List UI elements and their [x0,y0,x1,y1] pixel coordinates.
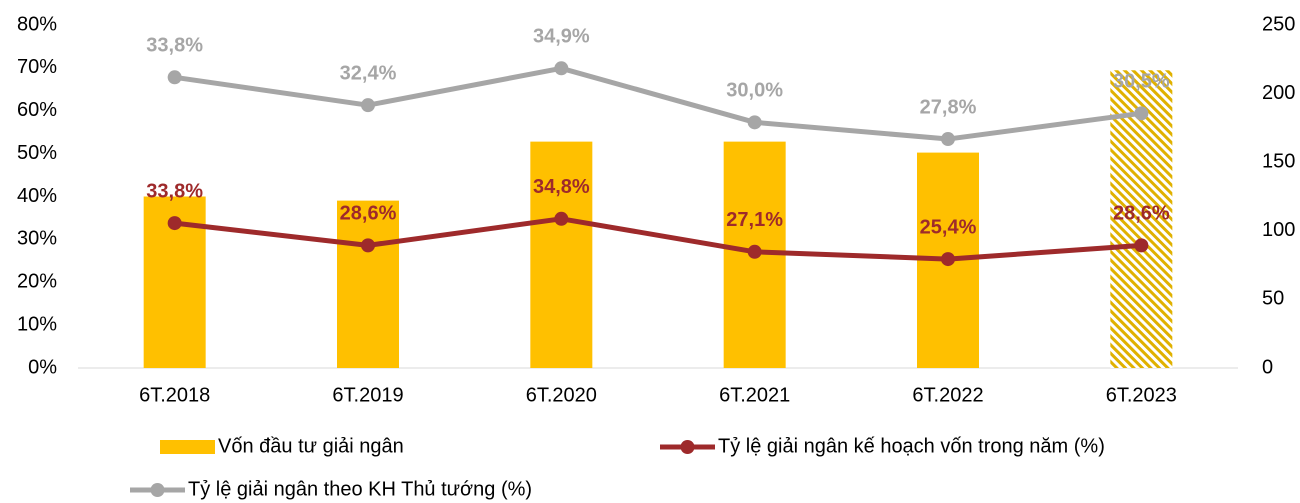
y-tick-label: 50% [17,142,57,164]
legend-label: Tỷ lệ giải ngân kế hoạch vốn trong năm (… [718,435,1105,457]
x-tick-label: 6T.2023 [1106,384,1177,406]
y-tick-label: 10% [17,313,57,335]
data-label: 28,6% [340,203,397,225]
bar [337,200,399,368]
x-tick-label: 6T.2019 [332,384,403,406]
y-tick-label: 60% [17,99,57,121]
y2-tick-label: 0 [1262,356,1273,378]
bar [530,141,593,368]
marker [167,70,182,85]
y2-tick-label: 200 [1262,82,1295,104]
y-tick-label: 30% [17,228,57,250]
y2-tick-label: 150 [1262,150,1295,172]
x-tick-label: 6T.2018 [139,384,210,406]
y2-tick-label: 50 [1262,288,1284,310]
data-label: 33,8% [146,35,203,57]
marker [167,216,182,231]
marker [554,211,569,226]
marker [554,61,569,76]
data-label: 32,4% [340,62,397,84]
data-label: 34,9% [533,26,590,48]
legend-label: Tỷ lệ giải ngân theo KH Thủ tướng (%) [188,478,532,500]
y-tick-label: 0% [28,356,57,378]
y-tick-label: 80% [17,13,57,35]
y-tick-label: 40% [17,185,57,207]
marker [361,238,375,253]
legend-swatch [160,440,215,454]
marker [1134,106,1149,121]
marker [941,252,955,267]
data-label: 33,8% [146,180,203,202]
data-label: 30,5% [1113,71,1170,93]
y2-tick-label: 100 [1262,219,1295,241]
marker [941,132,955,147]
legend-marker [150,483,165,497]
data-label: 25,4% [920,216,977,238]
legend-label: Vốn đầu tư giải ngân [218,435,404,457]
marker [361,98,375,113]
line [174,216,1142,262]
legend-marker [680,440,695,454]
x-tick-label: 6T.2021 [719,384,790,406]
y-tick-label: 70% [17,56,57,78]
data-label: 27,1% [726,209,783,231]
marker [1134,238,1149,253]
data-label: 30,0% [726,80,783,102]
marker [747,244,762,259]
marker [747,115,762,130]
x-tick-label: 6T.2022 [912,384,983,406]
x-tick-label: 6T.2020 [526,384,597,406]
data-label: 34,8% [533,176,590,198]
y-tick-label: 20% [17,271,57,293]
line [174,65,1142,142]
data-label: 27,8% [920,96,977,118]
y2-tick-label: 250 [1262,13,1295,35]
data-label: 28,6% [1113,203,1170,225]
